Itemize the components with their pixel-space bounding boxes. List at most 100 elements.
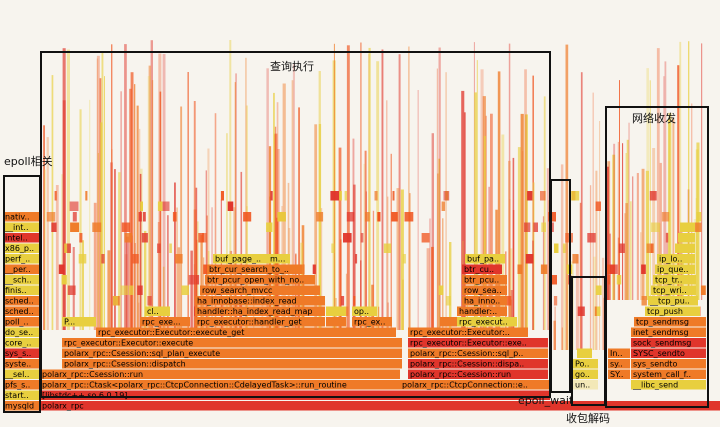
flame-frame[interactable]: rpc_executor::Executor::execute_get bbox=[96, 327, 396, 338]
flame-frame-label: btr_cur_search_to_.. bbox=[209, 265, 289, 274]
flame-block bbox=[646, 243, 654, 253]
flame-frame[interactable]: m... bbox=[268, 254, 290, 264]
flame-frame[interactable]: btr_cu.. bbox=[462, 264, 502, 275]
flame-frame[interactable]: polarx_rpc::Csession::run bbox=[40, 369, 400, 380]
flame-frame[interactable] bbox=[326, 306, 346, 317]
flame-spike bbox=[214, 113, 217, 330]
flame-frame[interactable]: rpc_executor::Executor::exe.. bbox=[408, 338, 548, 348]
flame-frame[interactable]: system_call_f.. bbox=[631, 369, 706, 380]
flame-frame[interactable]: tcp_sendmsg bbox=[634, 317, 706, 327]
flame-frame[interactable]: ha_innobase::index_read bbox=[195, 296, 325, 306]
flame-frame[interactable]: syste.. bbox=[3, 359, 40, 369]
flame-frame[interactable]: sock_sendmsg bbox=[631, 338, 706, 348]
flame-frame[interactable]: SY.. bbox=[608, 369, 630, 380]
flame-frame[interactable]: rpc_executor::Executor:.. bbox=[408, 327, 528, 338]
flame-frame[interactable]: un.. bbox=[573, 380, 598, 390]
flame-frame[interactable]: tcp_wri.. bbox=[651, 285, 696, 296]
flame-frame[interactable]: sys_sendto bbox=[631, 359, 706, 369]
flame-frame[interactable]: ip_lo.. bbox=[657, 254, 695, 264]
flame-block bbox=[341, 296, 345, 306]
flame-spike bbox=[612, 154, 616, 300]
flame-frame[interactable]: sys_s.. bbox=[3, 348, 40, 359]
flame-frame[interactable]: polarx_rpc::Csession::sql_p.. bbox=[408, 348, 548, 359]
flame-frame[interactable]: inet_sendmsg bbox=[631, 327, 706, 338]
flame-frame-label: rpc_execut.. bbox=[459, 318, 508, 327]
flame-spike bbox=[664, 61, 667, 301]
flame-frame[interactable]: mysqld bbox=[3, 401, 40, 411]
flame-frame[interactable]: finis.. bbox=[3, 285, 40, 296]
flame-spike bbox=[174, 182, 176, 330]
flame-frame[interactable]: btr_cur_search_to_.. bbox=[207, 264, 302, 275]
flame-frame[interactable]: rpc_executor::Executor::execute bbox=[62, 338, 402, 348]
flame-frame[interactable]: ip_que.. bbox=[655, 264, 695, 275]
flame-frame[interactable]: buf_page_.. bbox=[213, 254, 268, 264]
flame-frame[interactable]: __int.. bbox=[3, 222, 40, 233]
flame-frame[interactable]: poll_.. bbox=[3, 317, 40, 327]
flame-frame[interactable]: rpc_ex.. bbox=[352, 317, 392, 327]
flame-frame[interactable]: intel.. bbox=[3, 233, 40, 243]
flame-frame[interactable]: Po.. bbox=[573, 359, 598, 369]
flame-frame[interactable]: ha_inno.. bbox=[462, 296, 507, 306]
flame-frame[interactable] bbox=[440, 317, 457, 327]
flame-frame-label: pfs_s.. bbox=[5, 381, 30, 390]
flame-frame[interactable]: polarx_rpc::Csession::sql_plan_execute bbox=[62, 348, 402, 359]
flame-frame[interactable]: pfs_s.. bbox=[3, 380, 40, 390]
flame-frame[interactable] bbox=[577, 348, 592, 359]
flame-frame[interactable]: polarx_rpc::Csession::dispa.. bbox=[408, 359, 548, 369]
flame-frame[interactable]: row_sea.. bbox=[462, 285, 507, 296]
flame-spike bbox=[679, 41, 682, 301]
flame-frame[interactable]: __sch.. bbox=[3, 275, 40, 285]
flame-frame[interactable]: op.. bbox=[352, 306, 377, 317]
flame-spike bbox=[408, 46, 410, 330]
flame-block bbox=[571, 191, 580, 201]
flame-frame[interactable]: polarx_rpc bbox=[40, 401, 720, 411]
flame-frame[interactable]: rpc_exe... bbox=[140, 317, 190, 327]
flame-frame[interactable]: handler::ha_index_read_map bbox=[195, 306, 325, 317]
flame-frame[interactable]: rpc_executor::handler_get bbox=[195, 317, 325, 327]
flame-frame[interactable]: buf_pa.. bbox=[465, 254, 505, 264]
flame-frame-label: sched.. bbox=[5, 297, 34, 306]
flame-block bbox=[113, 296, 119, 306]
flame-frame[interactable]: sched.. bbox=[3, 296, 40, 306]
flame-frame[interactable]: handler:.. bbox=[457, 306, 507, 317]
flame-frame[interactable]: go.. bbox=[573, 369, 598, 380]
flame-frame[interactable]: row_search_mvcc bbox=[200, 285, 320, 296]
flame-frame[interactable] bbox=[678, 233, 695, 243]
flame-frame[interactable] bbox=[326, 317, 346, 327]
flame-frame[interactable]: polarx_rpc::Csession::dispatch bbox=[62, 359, 402, 369]
flame-frame[interactable]: btr_pcur_open_with_no.. bbox=[205, 275, 315, 285]
flame-frame[interactable]: __sel.. bbox=[3, 369, 40, 380]
flame-frame[interactable]: start.. bbox=[3, 390, 40, 401]
flame-frame[interactable]: [libstdc++.so.6.0.19] bbox=[40, 390, 550, 401]
flame-frame[interactable]: tcp_push bbox=[645, 306, 700, 317]
flame-frame[interactable]: polarx_rpc::Csession::run bbox=[408, 369, 548, 380]
flame-frame[interactable]: sy.. bbox=[608, 359, 630, 369]
flame-spike bbox=[622, 143, 624, 300]
flame-frame[interactable]: P... bbox=[62, 317, 96, 327]
flame-frame[interactable]: nativ.. bbox=[3, 212, 40, 222]
flame-frame-label: rpc_ex.. bbox=[354, 318, 385, 327]
flame-frame[interactable]: polarx_rpc::CtcpConnection::e.. bbox=[400, 380, 550, 390]
flame-frame[interactable]: core_.. bbox=[3, 338, 40, 348]
flame-block bbox=[391, 212, 398, 222]
flame-spike bbox=[532, 240, 534, 330]
flame-frame[interactable]: polarx_rpc::Ctask<polarx_rpc::CtcpConnec… bbox=[40, 380, 400, 390]
flame-spike bbox=[483, 135, 486, 330]
flame-frame[interactable]: rpc_execut.. bbox=[457, 317, 517, 327]
flame-frame[interactable]: __per.. bbox=[3, 264, 40, 275]
flame-frame[interactable] bbox=[680, 222, 695, 233]
flame-spike bbox=[386, 100, 388, 330]
flame-frame[interactable] bbox=[675, 243, 695, 254]
flame-frame[interactable]: In.. bbox=[608, 348, 630, 359]
flame-frame[interactable]: do_se.. bbox=[3, 327, 40, 338]
flame-frame[interactable]: tcp_tr.. bbox=[653, 275, 696, 285]
flame-frame[interactable]: sched.. bbox=[3, 306, 40, 317]
flame-frame[interactable]: x86_p.. bbox=[3, 243, 40, 254]
flame-frame[interactable]: btr_pcu.. bbox=[462, 275, 507, 285]
flame-frame[interactable]: __libc_send bbox=[631, 380, 706, 390]
flame-frame[interactable]: perf_.. bbox=[3, 254, 40, 264]
flame-frame-label: __per.. bbox=[4, 265, 31, 274]
flame-frame[interactable]: SYSC_sendto bbox=[631, 348, 706, 359]
flame-frame[interactable]: cl.. bbox=[145, 306, 170, 317]
flame-frame[interactable]: __tcp_pu.. bbox=[648, 296, 698, 306]
